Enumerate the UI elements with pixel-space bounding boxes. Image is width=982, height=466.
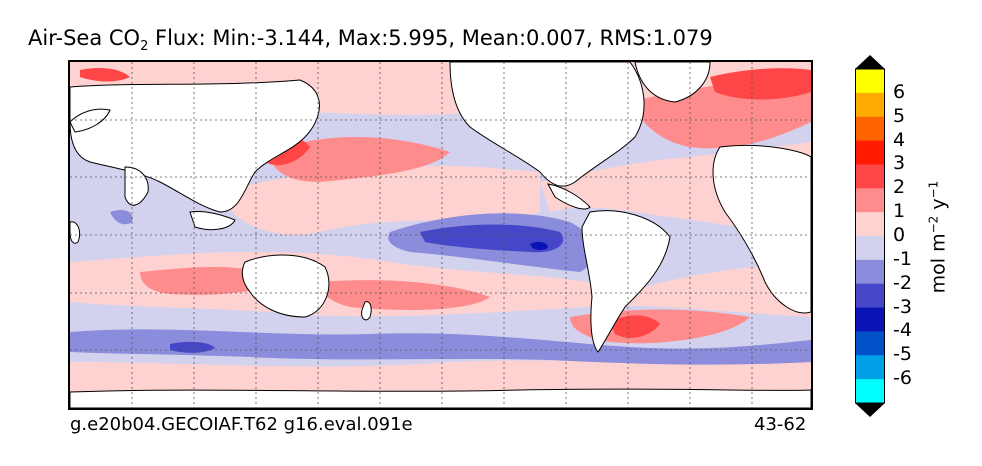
region-equatorial-darkest-core	[530, 241, 548, 251]
colorbar-tick-label: -3	[893, 295, 912, 318]
region-southern-ocean-blue-band	[70, 329, 811, 365]
colorbar-over-arrow	[855, 55, 885, 69]
colorbar-tick-label: -4	[893, 319, 912, 342]
colorbar-tick-label: -1	[893, 247, 912, 270]
region-equatorial-core-dark-blue	[420, 224, 564, 253]
land-central-america	[547, 183, 591, 210]
colorbar-segment	[855, 259, 885, 285]
colorbar-tick-label: -2	[893, 271, 912, 294]
colorbar-tick-label: 3	[893, 152, 906, 175]
land-new-zealand	[361, 301, 372, 321]
colorbar-segment	[855, 331, 885, 356]
years-label: 43-62	[754, 414, 807, 435]
colorbar-segment	[855, 92, 885, 118]
region-arctic-red	[80, 68, 130, 82]
colorbar-tick-label: 6	[893, 80, 906, 103]
region-west-indian-blue	[110, 210, 133, 225]
colorbar-segment	[855, 116, 885, 142]
land-masses	[70, 62, 811, 408]
land-africa	[712, 144, 811, 314]
colorbar-under-arrow	[855, 403, 885, 417]
colorbar-tick-label: 0	[893, 224, 906, 246]
chart-title: Air-Sea CO2 Flux: Min:-3.144, Max:5.995,…	[28, 26, 713, 55]
region-argentine-shelf-red	[610, 315, 660, 338]
region-norwegian-red	[710, 68, 811, 100]
colorbar-segment	[855, 188, 885, 213]
land-antarctica	[70, 388, 811, 408]
colorbar-segment	[855, 212, 885, 237]
land-southeast-asia-islands	[189, 211, 236, 231]
colorbar-tick-label: 4	[893, 128, 906, 151]
colorbar-segment	[855, 283, 885, 309]
run-id-label: g.e20b04.GECOIAF.T62 g16.eval.091e	[70, 414, 413, 435]
colorbar-units-label: mol m−2 y−1	[926, 180, 950, 294]
land-europe	[70, 108, 111, 133]
land-australia	[241, 254, 330, 318]
land-india	[124, 166, 149, 206]
colorbar-tick-label: 1	[893, 200, 906, 223]
colorbar-segment	[855, 164, 885, 189]
colorbar-tick-label: 5	[893, 104, 906, 127]
colorbar-segment	[855, 307, 885, 332]
colorbar-segment	[855, 140, 885, 165]
colorbar-segment	[855, 379, 885, 404]
land-south-america	[581, 210, 671, 353]
colorbar-segment	[855, 355, 885, 380]
region-south-pacific-pink	[320, 280, 490, 310]
colorbar-tick-label: 2	[893, 176, 906, 199]
map-grid	[70, 62, 811, 408]
colorbar-tick-label: -6	[893, 367, 912, 390]
colorbar-segment	[855, 69, 885, 94]
region-kuroshio-pink	[270, 137, 450, 182]
flux-map-panel	[68, 60, 813, 410]
colorbar-frame	[855, 68, 885, 404]
land-madagascar	[70, 221, 81, 244]
colorbar-segment	[855, 236, 885, 261]
flux-map-svg	[70, 62, 811, 408]
land-greenland	[634, 62, 711, 103]
colorbar-tick-label: -5	[893, 343, 912, 366]
land-north-america	[449, 62, 645, 187]
colorbar	[855, 55, 885, 417]
